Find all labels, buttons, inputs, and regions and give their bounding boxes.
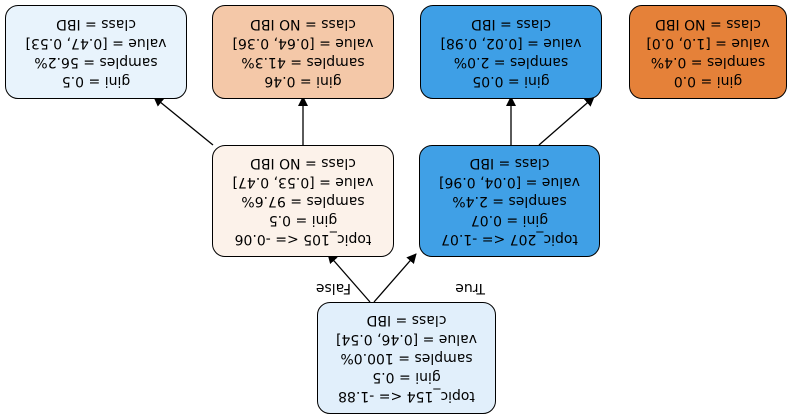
node-condition: topic_207 <= -1.07 [441, 231, 578, 248]
node-gini: gini = 0.0 [673, 73, 743, 89]
leaf-node-lr: gini = 0.05 samples = 2.0% value = [0.02… [420, 5, 602, 99]
edge-root-to-right [373, 253, 417, 303]
leaf-node-rl: gini = 0.46 samples = 41.3% value = [0.6… [212, 5, 394, 99]
node-gini: gini = 0.5 [268, 212, 338, 229]
node-samples: samples = 2.0% [453, 54, 569, 70]
edge-left-to-leaf-ll [538, 96, 595, 146]
node-value: value = [0.02, 0.98] [440, 35, 582, 51]
node-class: class = NO IBD [250, 155, 356, 172]
edge-right-to-leaf-rr [153, 96, 214, 146]
edge-root-to-left [327, 253, 371, 303]
node-class: class = NO IBD [655, 16, 761, 32]
node-gini: gini = 0.5 [372, 369, 441, 386]
node-value: value = [1.0, 0.0] [646, 35, 770, 51]
node-class: class = IBD [469, 155, 550, 172]
node-samples: samples = 100.0% [340, 350, 473, 367]
node-value: value = [0.04, 0.96] [438, 174, 581, 191]
node-right: topic_105 <= -0.06 gini = 0.5 samples = … [212, 145, 394, 257]
node-value: value = [0.64, 0.36] [232, 35, 374, 51]
leaf-node-ll: gini = 0.0 samples = 0.4% value = [1.0, … [629, 5, 787, 99]
node-gini: gini = 0.07 [470, 212, 549, 229]
node-class: class = NO IBD [250, 16, 356, 32]
node-class: class = IBD [366, 312, 447, 329]
node-samples: samples = 97.6% [241, 193, 365, 210]
node-gini: gini = 0.5 [61, 73, 131, 89]
node-gini: gini = 0.05 [472, 73, 550, 89]
leaf-node-rr: gini = 0.5 samples = 56.2% value = [0.47… [5, 5, 187, 99]
node-value: value = [0.47, 0.53] [25, 35, 167, 51]
node-samples: samples = 0.4% [650, 54, 766, 70]
node-root: topic_154 <= -1.88 gini = 0.5 samples = … [317, 302, 496, 414]
node-condition: topic_154 <= -1.88 [338, 388, 475, 405]
edge-label-false: False [315, 280, 351, 296]
node-class: class = IBD [471, 16, 551, 32]
node-samples: samples = 41.3% [241, 54, 365, 70]
edge-label-true: True [455, 280, 485, 296]
node-class: class = IBD [56, 16, 136, 32]
node-samples: samples = 2.4% [452, 193, 567, 210]
node-value: value = [0.53, 0.47] [232, 174, 374, 191]
node-gini: gini = 0.46 [264, 73, 342, 89]
node-condition: topic_105 <= -0.06 [234, 231, 372, 248]
node-left: topic_207 <= -1.07 gini = 0.07 samples =… [419, 145, 600, 257]
node-samples: samples = 56.2% [34, 54, 158, 70]
node-value: value = [0.46, 0.54] [335, 331, 478, 348]
